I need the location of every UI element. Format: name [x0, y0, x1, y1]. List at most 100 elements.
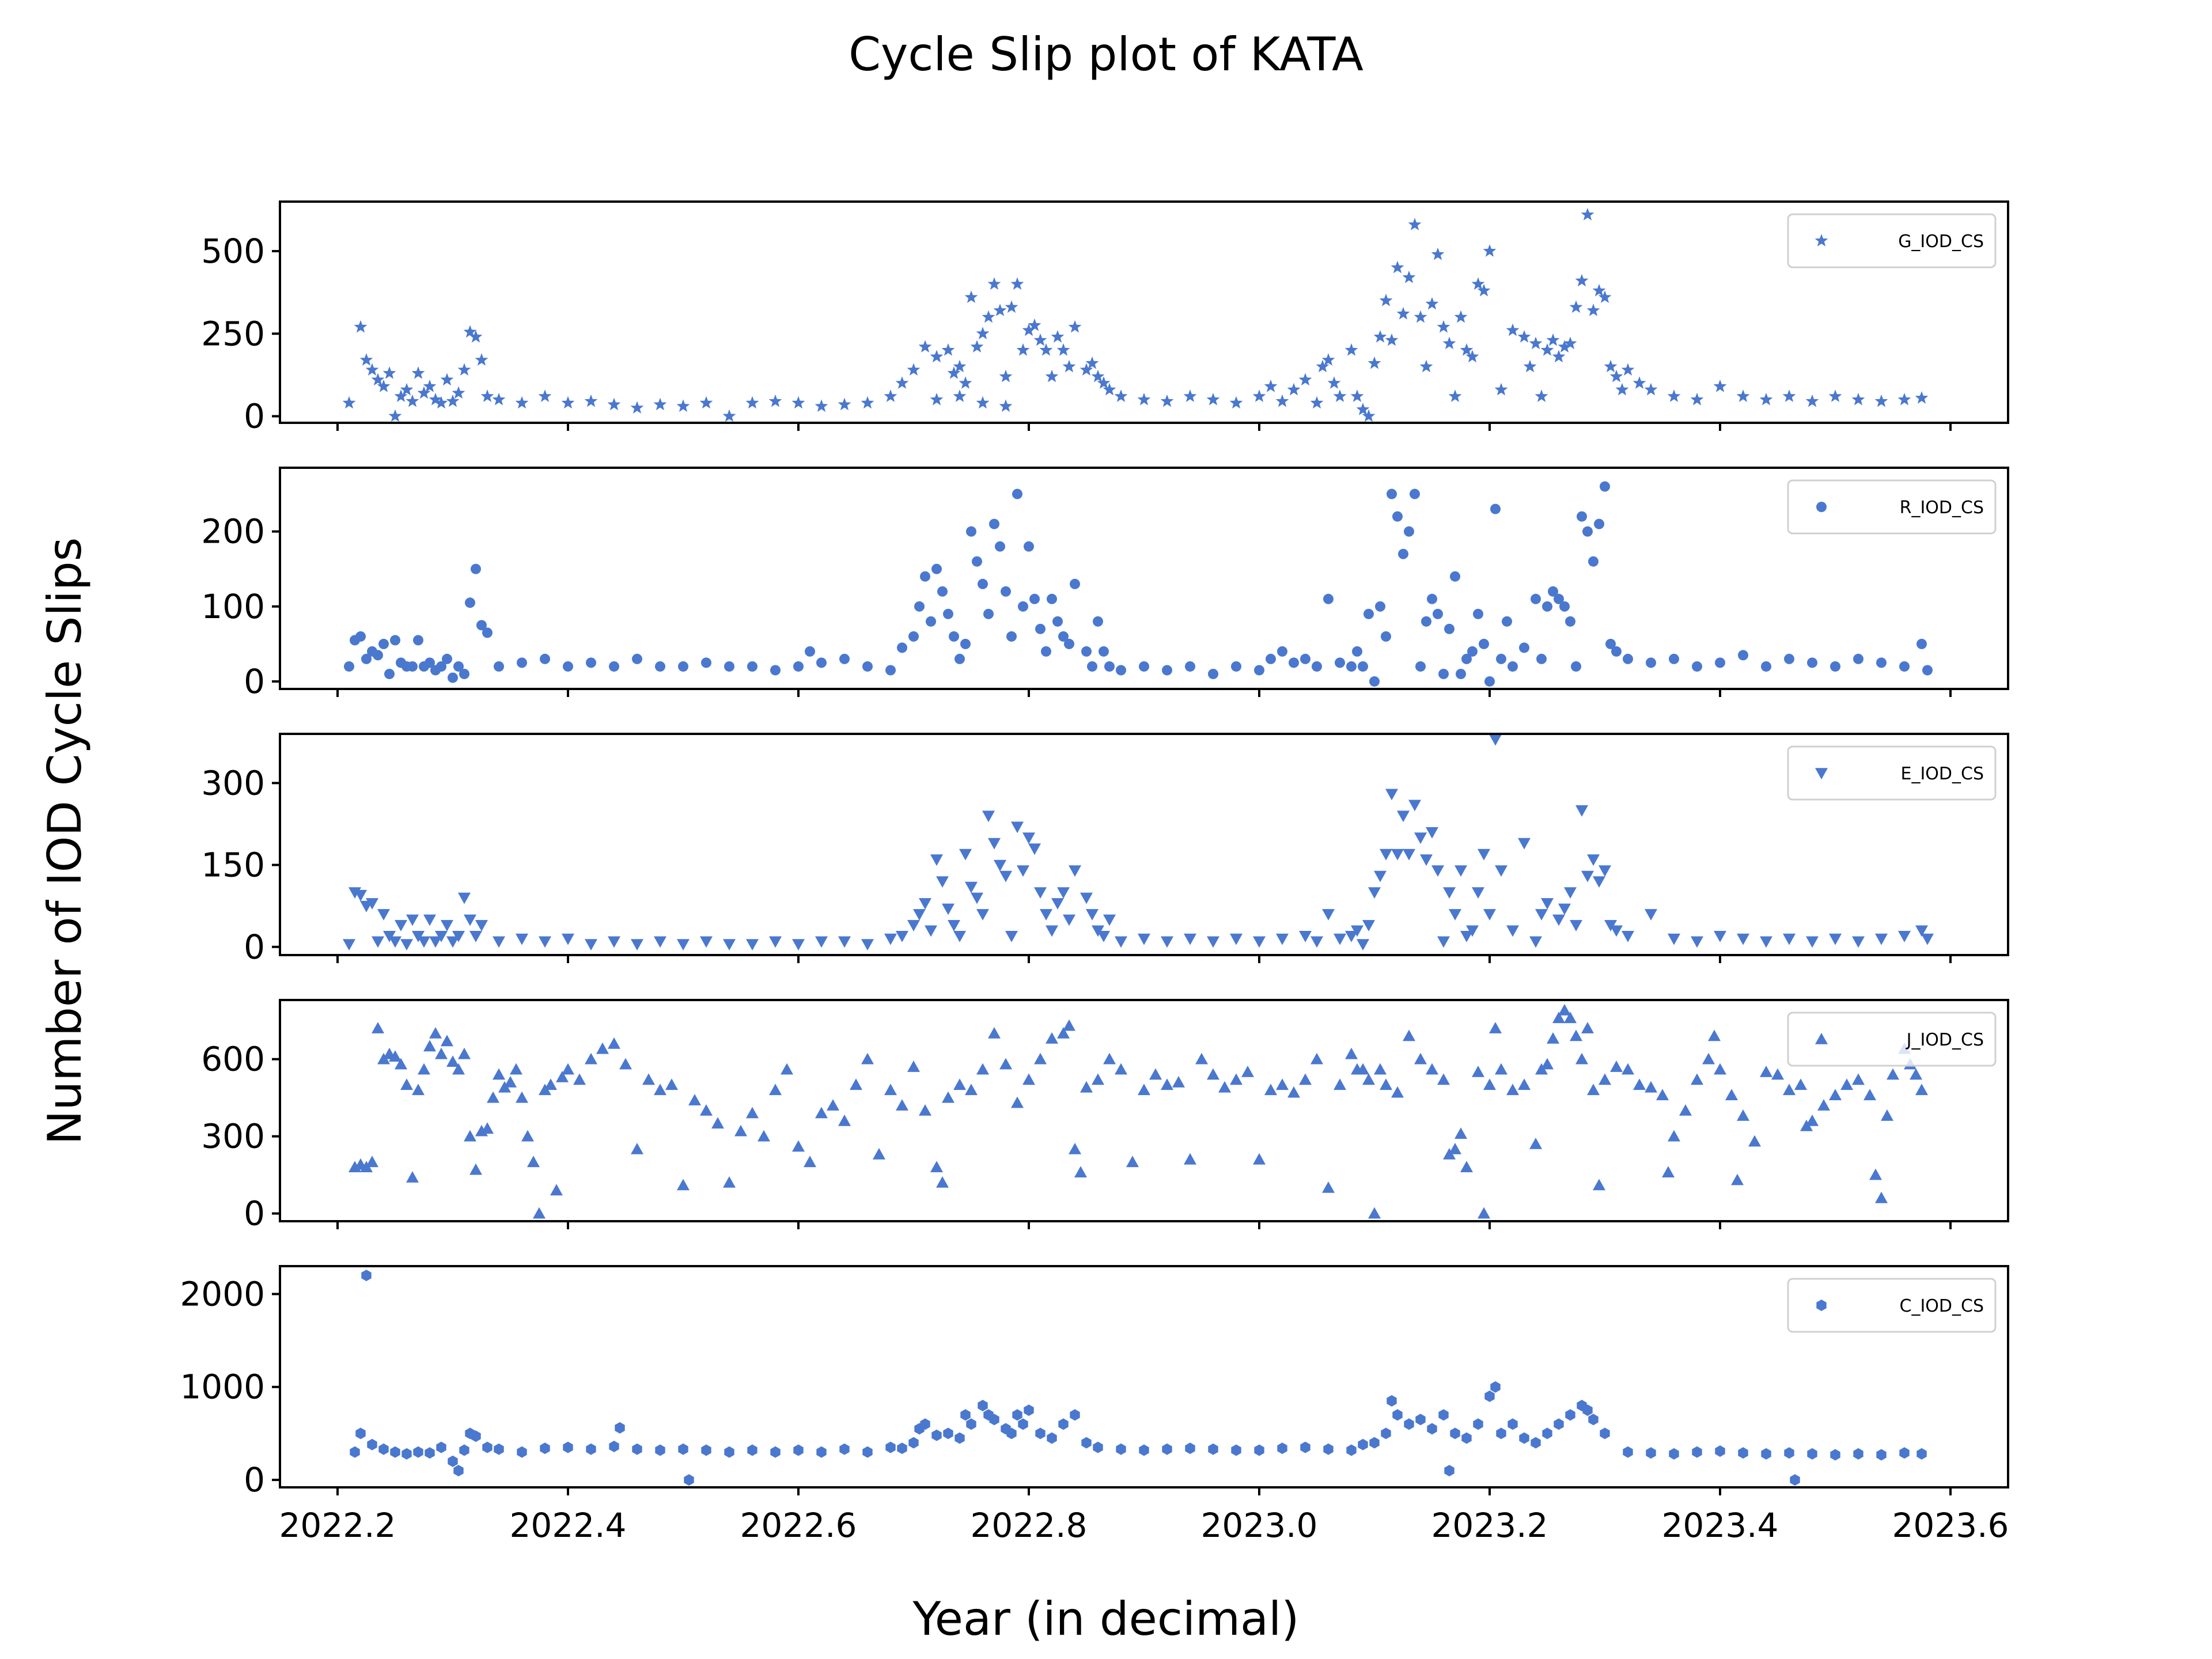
- data-point: [342, 396, 356, 409]
- data-point: [1829, 1089, 1842, 1100]
- data-point: [1403, 849, 1415, 861]
- data-point: [999, 1058, 1012, 1070]
- data-point: [699, 396, 713, 409]
- data-point: [1535, 389, 1548, 402]
- x-tick-label: 2023.0: [1201, 1506, 1318, 1545]
- data-point: [1702, 1052, 1715, 1065]
- data-point: [676, 399, 690, 412]
- data-point: [452, 1063, 465, 1075]
- data-point: [770, 665, 781, 676]
- data-point: [1443, 887, 1456, 899]
- data-series-G_IOD_CS: [342, 207, 1929, 422]
- data-point: [630, 401, 644, 414]
- data-point: [1496, 1427, 1506, 1440]
- data-point: [913, 909, 926, 921]
- data-point: [1442, 336, 1456, 350]
- data-point: [1392, 1409, 1403, 1421]
- data-point: [1587, 854, 1600, 866]
- data-point: [1362, 1073, 1375, 1085]
- data-point: [1483, 244, 1497, 257]
- data-point: [515, 396, 529, 409]
- data-point: [1345, 1047, 1358, 1059]
- y-tick-label: 0: [244, 662, 265, 701]
- data-point: [1438, 1409, 1449, 1421]
- data-point: [966, 1418, 976, 1430]
- data-point: [436, 661, 446, 672]
- data-point: [1028, 318, 1041, 331]
- data-point: [914, 601, 925, 612]
- data-point: [1760, 936, 1772, 948]
- subplot-5: 0 1000 2000 2022.2 2022.4 2022.6 2022.8 2023.0 2…: [180, 1265, 2009, 1545]
- data-point: [861, 396, 874, 409]
- data-point: [434, 396, 448, 409]
- data-point: [1252, 389, 1266, 402]
- data-point: [1483, 909, 1496, 921]
- data-point: [1599, 1073, 1611, 1085]
- data-point: [1344, 343, 1358, 356]
- data-point: [1546, 333, 1560, 346]
- data-point: [1915, 1084, 1928, 1096]
- data-point: [1828, 389, 1842, 402]
- data-point: [747, 661, 757, 672]
- data-point: [989, 518, 999, 529]
- data-point: [1559, 601, 1570, 612]
- data-point: [1012, 488, 1022, 499]
- data-point: [931, 1429, 942, 1441]
- data-point: [948, 920, 960, 931]
- data-point: [533, 1207, 546, 1219]
- data-point: [792, 939, 805, 950]
- data-point: [1391, 260, 1404, 274]
- legend-box: [1787, 213, 1997, 268]
- data-point: [475, 920, 488, 931]
- data-point: [1633, 1078, 1646, 1090]
- data-point: [584, 394, 598, 407]
- data-point: [1437, 320, 1450, 333]
- data-point: [395, 1058, 407, 1070]
- data-point: [563, 1441, 573, 1453]
- data-point: [1374, 870, 1387, 882]
- data-point: [895, 376, 909, 389]
- y-tick-label: 1000: [180, 1368, 265, 1407]
- data-point: [931, 563, 942, 574]
- data-point: [688, 1094, 701, 1105]
- data-point: [1588, 556, 1599, 567]
- data-point: [1046, 1032, 1058, 1044]
- data-point: [1064, 638, 1074, 649]
- data-point: [1276, 933, 1289, 945]
- data-point: [1467, 646, 1478, 657]
- data-point: [768, 394, 782, 407]
- legend-label: C_IOD_CS: [1900, 1296, 1984, 1316]
- data-point: [1299, 1073, 1312, 1085]
- data-point: [885, 665, 896, 676]
- data-point: [494, 661, 504, 672]
- data-point: [1392, 511, 1403, 522]
- data-point: [1622, 931, 1634, 942]
- data-point: [982, 810, 995, 823]
- data-point: [746, 1107, 759, 1119]
- data-point: [1633, 376, 1646, 389]
- data-point: [1415, 1414, 1426, 1426]
- data-point: [563, 661, 573, 672]
- data-point: [1921, 933, 1934, 945]
- data-point: [965, 881, 978, 893]
- data-point: [448, 672, 458, 683]
- data-point: [1554, 593, 1564, 604]
- data-point: [1379, 293, 1393, 306]
- axes-frame: [279, 1265, 2009, 1488]
- data-point: [1350, 389, 1364, 402]
- data-point: [988, 1027, 1001, 1039]
- data-point: [436, 1441, 446, 1453]
- data-point: [1028, 843, 1041, 855]
- data-point: [365, 363, 379, 376]
- data-point: [389, 936, 402, 948]
- data-point: [1161, 936, 1173, 948]
- data-point: [400, 939, 413, 950]
- data-point: [400, 1078, 413, 1090]
- data-point: [1006, 1427, 1017, 1440]
- data-point: [521, 1130, 534, 1142]
- data-point: [482, 627, 493, 638]
- data-point: [1887, 1068, 1899, 1080]
- data-point: [1502, 616, 1512, 627]
- data-point: [417, 386, 431, 399]
- data-point: [1024, 1404, 1034, 1416]
